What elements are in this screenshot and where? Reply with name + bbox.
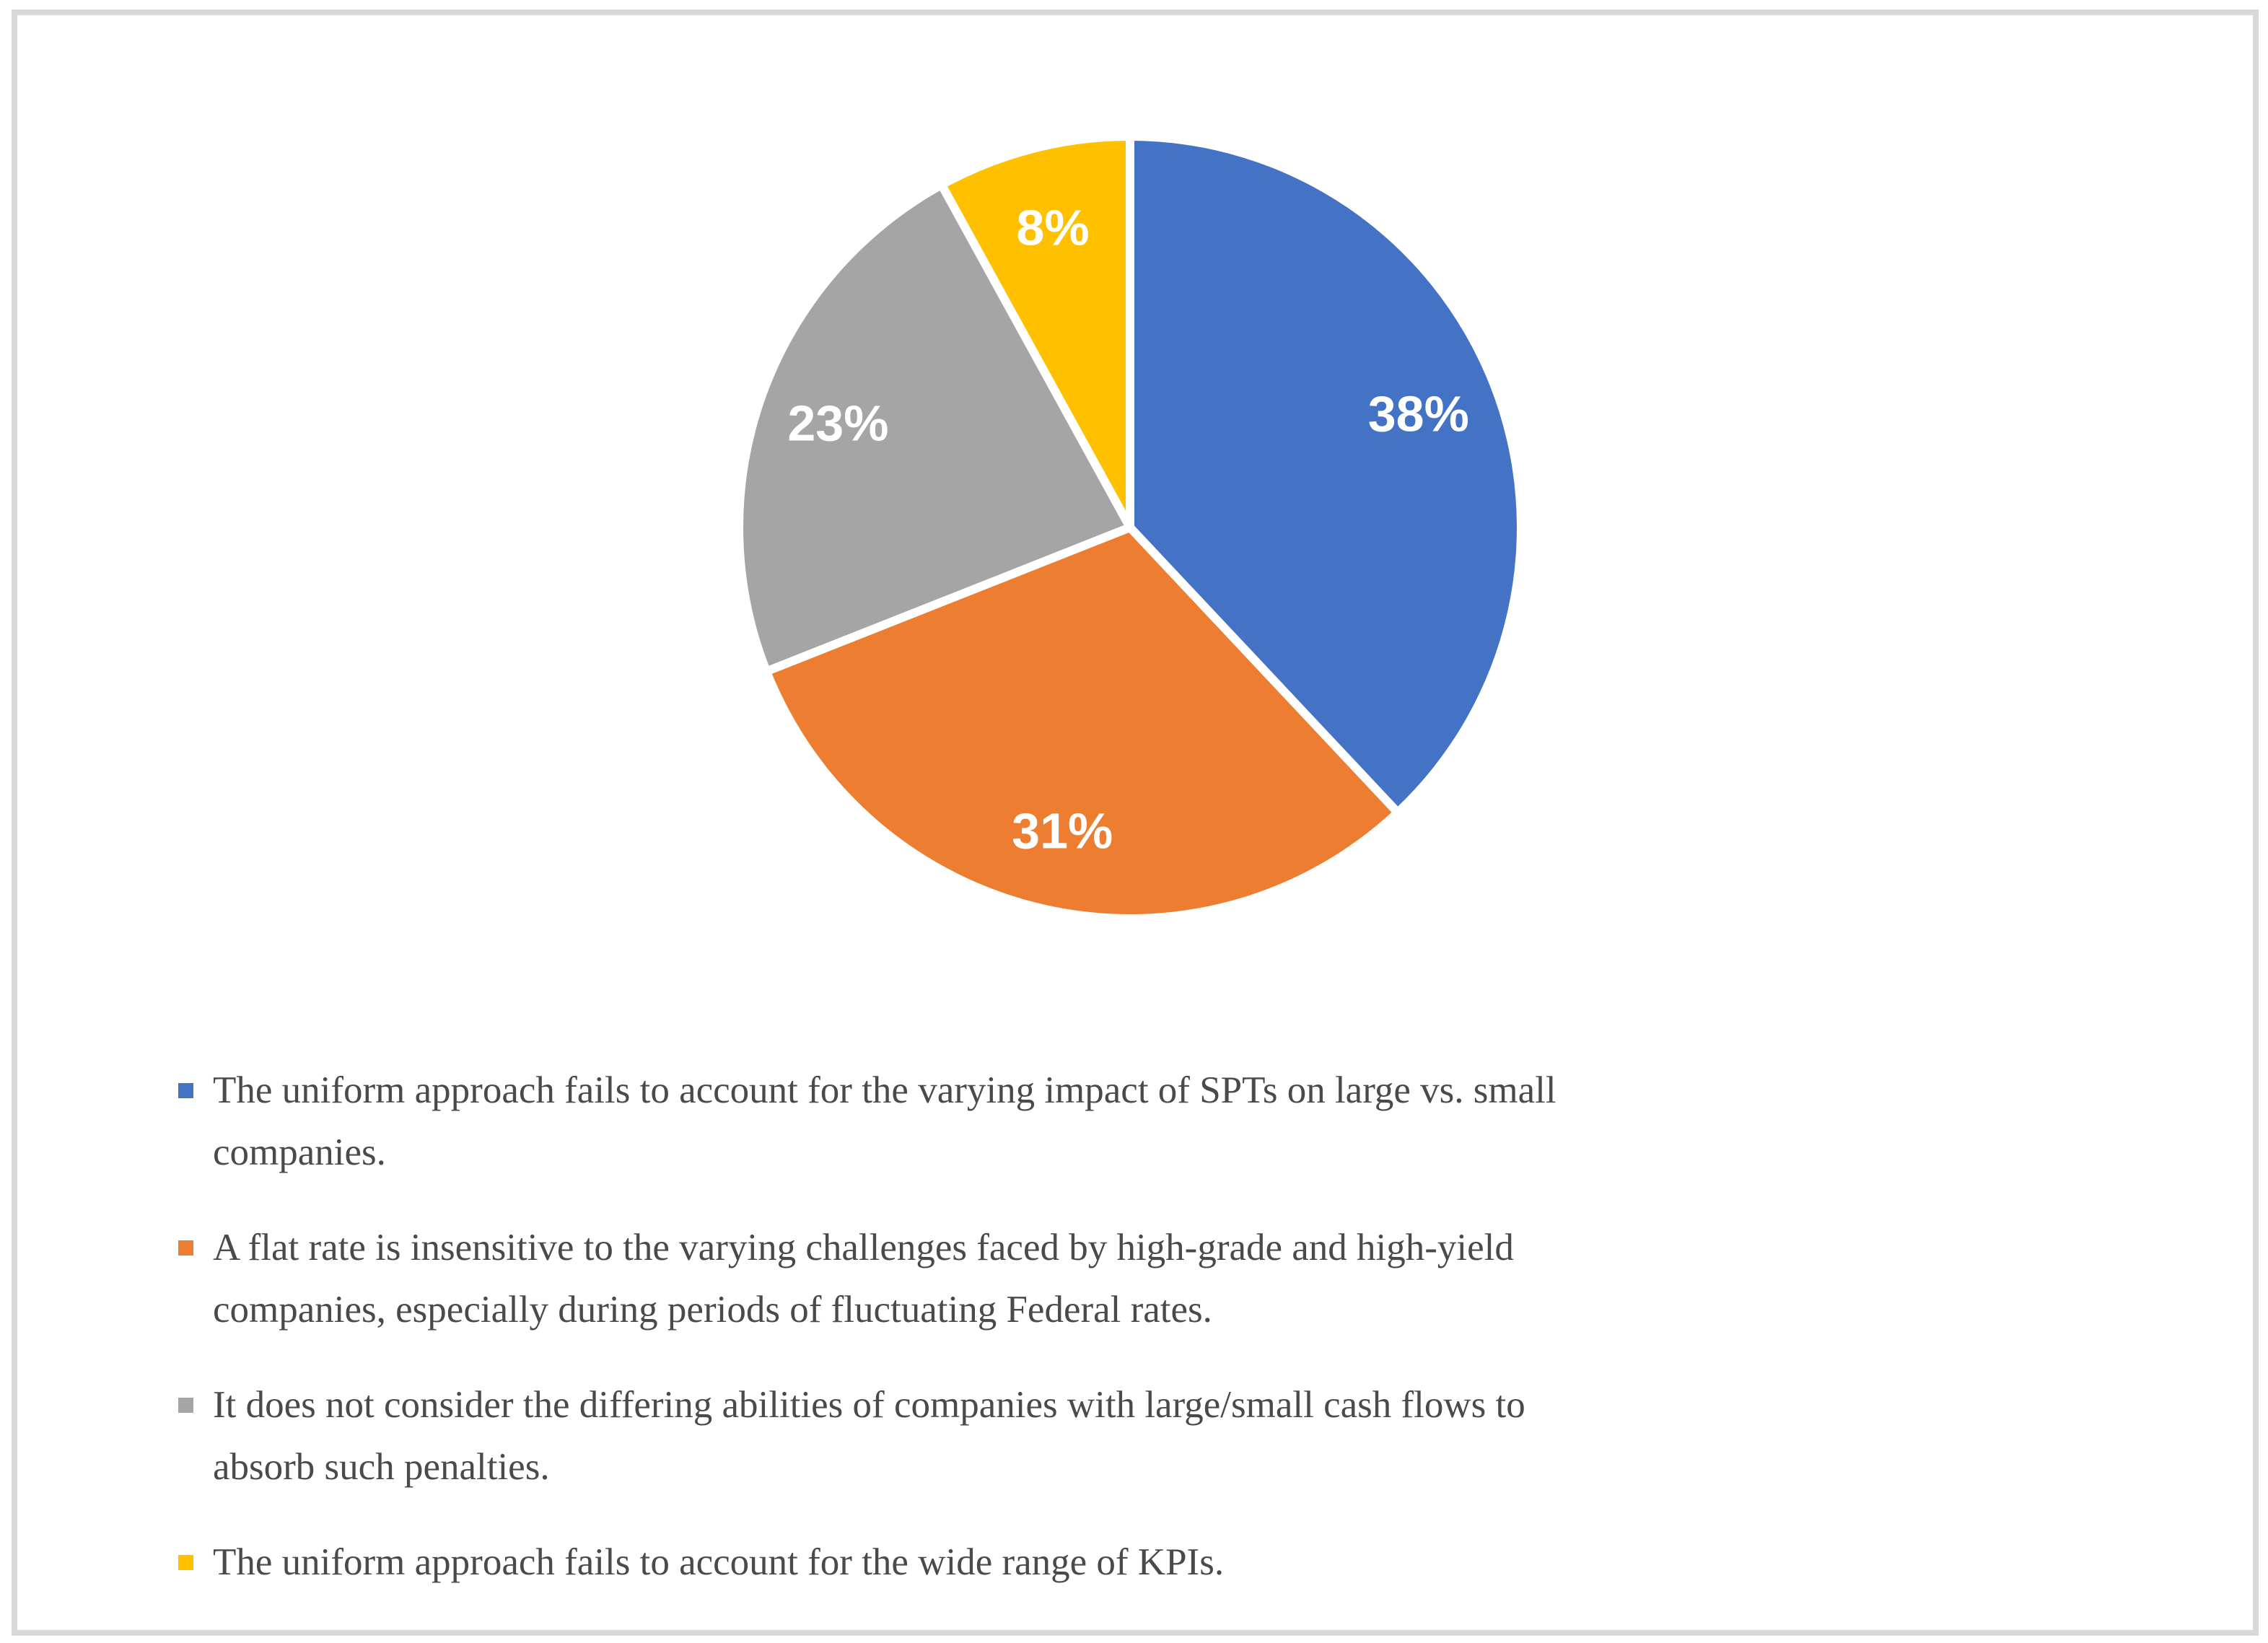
legend-item-line: absorb such penalties. — [213, 1446, 550, 1488]
pie-slice — [743, 188, 1130, 670]
legend-item-line: companies. — [213, 1131, 386, 1173]
pie-chart: 38% 31% 23% 8% — [743, 141, 1517, 914]
legend-bullet-icon — [178, 1555, 193, 1570]
pie-slice — [770, 527, 1395, 914]
pie-slice-label: 31% — [1012, 803, 1113, 859]
legend-item: The uniform approach fails to account fo… — [178, 1531, 2192, 1593]
legend-item-line: The uniform approach fails to account fo… — [213, 1069, 1556, 1111]
legend-item: A flat rate is insensitive to the varyin… — [178, 1217, 2192, 1341]
legend-bullet-icon — [178, 1083, 193, 1098]
pie-slice-separator — [769, 523, 1132, 674]
pie-slice — [943, 141, 1130, 527]
pie-slice-label: 38% — [1368, 386, 1469, 442]
legend-item-line: A flat rate is insensitive to the varyin… — [213, 1227, 1514, 1269]
legend-item: It does not consider the differing abili… — [178, 1374, 2192, 1498]
pie-slice-label: 8% — [1016, 200, 1089, 256]
legend-item-line: The uniform approach fails to account fo… — [213, 1541, 1225, 1583]
pie-slice-label: 23% — [787, 395, 888, 451]
legend-item-line: companies, especially during periods of … — [213, 1289, 1212, 1331]
legend-bullet-icon — [178, 1398, 193, 1413]
legend-item: The uniform approach fails to account fo… — [178, 1059, 2192, 1183]
pie-legend: The uniform approach fails to account fo… — [178, 1059, 2192, 1593]
legend-bullet-icon — [178, 1240, 193, 1256]
pie-slice-separator — [1126, 524, 1398, 812]
pie-slice — [1130, 141, 1517, 810]
legend-item-line: It does not consider the differing abili… — [213, 1384, 1525, 1426]
pie-slice-separator — [940, 186, 1134, 530]
